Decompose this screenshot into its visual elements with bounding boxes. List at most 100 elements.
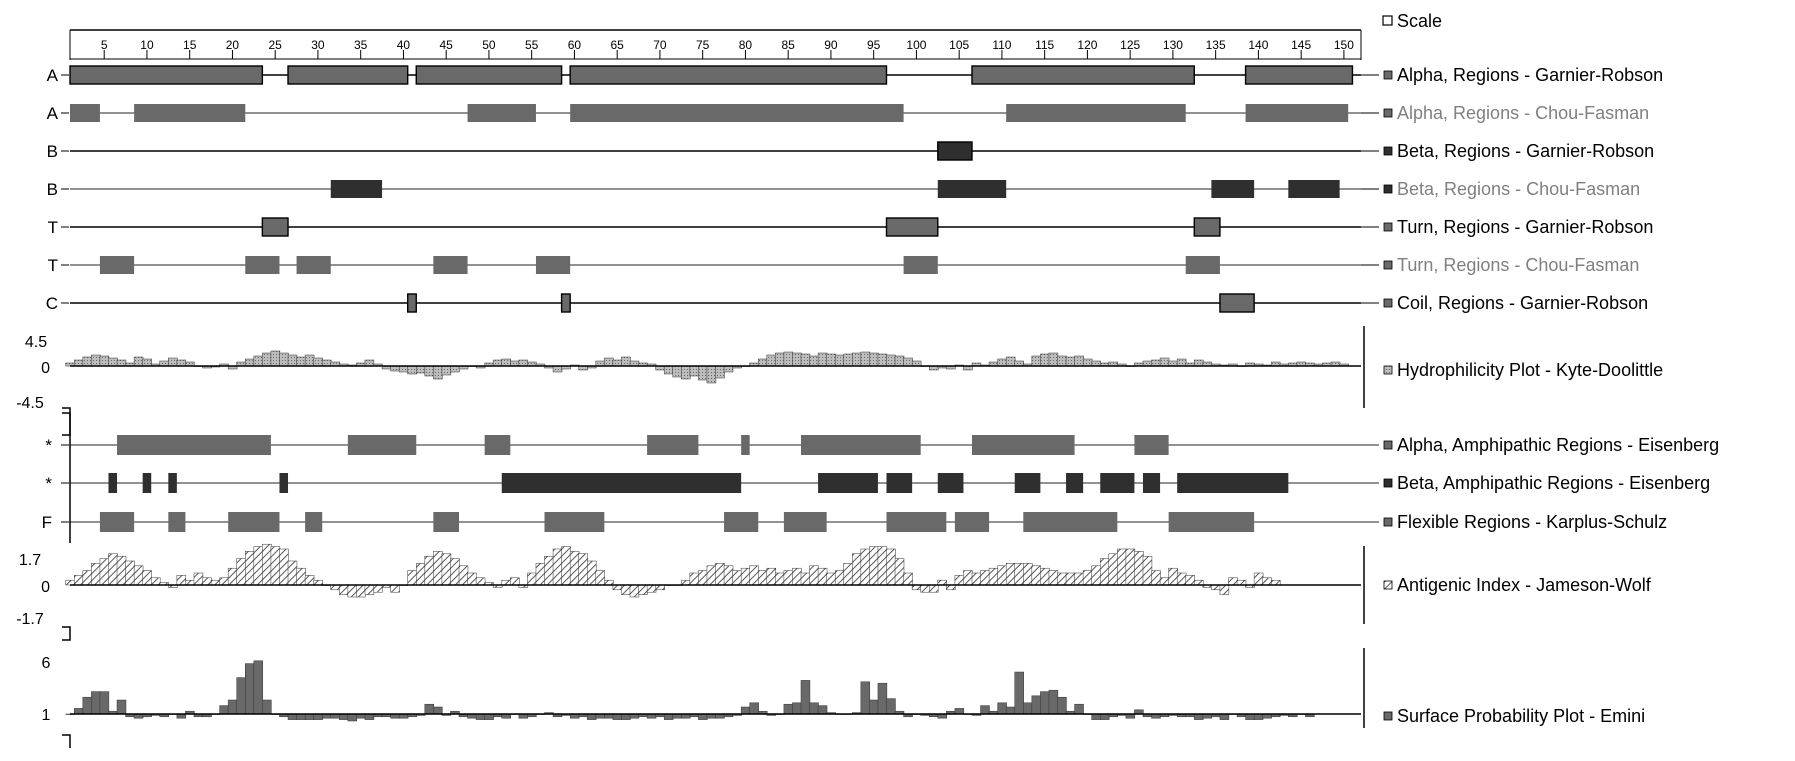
plot-bar [304,575,315,586]
plot-bar [433,706,443,715]
plot-bar [313,713,323,720]
plot-bar [253,660,264,715]
plot-bar [364,713,375,720]
plot-bar [492,359,503,367]
plot-bar [792,567,802,586]
plot-bar [390,584,400,593]
plot-bar [869,546,879,586]
legend-scale-swatch [1382,15,1393,26]
plot-bar [843,353,853,367]
axis-tick-label: 110 [992,38,1011,52]
plot-bar [800,572,811,586]
plot-bar [723,565,734,586]
plot-bar [886,698,896,715]
legend-scale-label: Scale [1397,11,1442,31]
legend-swatch [1383,70,1393,80]
plot-bar [176,575,187,586]
region-track: C Coil, Regions - Garnier-Robson [46,293,1648,313]
legend-label: Beta, Amphipathic Regions - Eisenberg [1397,473,1710,493]
plot-bar [963,570,973,586]
track-letter: A [47,104,59,123]
region-bar [885,217,939,237]
plot-bar [886,548,896,586]
plot-bar [587,713,597,720]
plot-bar [74,708,84,715]
plot-bar [1031,695,1042,715]
plot-bar [544,555,554,586]
legend-label: Surface Probability Plot - Emini [1397,706,1645,726]
track-letter: B [47,180,58,199]
plot-bar [792,702,802,715]
plot-bar [928,584,939,593]
plot-bar [142,358,152,367]
plot-bar [783,703,794,715]
plot-bar [843,563,853,586]
plot-bar [125,560,135,586]
track-letter: * [45,436,52,455]
plot-bar [219,705,229,715]
plot-bar [1108,553,1118,586]
plot-bar [501,358,511,367]
axis-tick-label: 130 [1163,38,1183,52]
axis-tick-label: 80 [739,38,753,52]
plot-bar [1031,355,1042,367]
plot-bar [364,359,375,367]
region-bar [347,435,417,455]
axis-tick-label: 65 [610,38,624,52]
axis-tick-label: 85 [781,38,795,52]
plot-bar [766,354,776,367]
axis-tick-label: 140 [1248,38,1268,52]
region-bar [501,473,742,493]
plot-bar [569,551,580,586]
axis-tick-label: 50 [482,38,496,52]
region-bar [971,65,1195,85]
plot-bar [903,572,913,586]
amphipathic-track: * Alpha, Amphipathic Regions - Eisenberg [45,435,1719,455]
plot-bar [595,570,606,586]
track-letter: A [47,66,59,85]
plot-bar [450,558,460,586]
axis-tick-label: 25 [269,38,283,52]
plot-bar [321,359,332,367]
plot-bar [279,352,289,367]
region-bar [261,217,289,237]
plot-bar [1074,703,1084,715]
plot-bar [424,703,435,715]
region-bar [741,435,750,455]
plot-bar [817,567,828,586]
plot-bar [1082,570,1093,586]
region-bar [168,512,186,532]
plot-bar [757,358,768,367]
plot-bar [236,558,246,586]
plot-bar [612,713,623,720]
plot-bar [82,356,93,367]
region-bar [142,473,152,493]
plot-bar [168,357,178,367]
plot-bar [800,353,811,367]
plot-bar [416,563,426,586]
plot-bar [826,353,836,367]
plot-bar [441,365,452,376]
plot-bar [604,357,614,367]
plot-bar [852,352,862,367]
plot-bar [860,548,871,586]
region-bar [70,104,100,122]
plot-bar [715,365,725,379]
plot-bar [142,570,152,586]
region-bar [99,256,135,274]
region-bar [279,473,289,493]
region-bar [1066,473,1084,493]
plot-bar [91,354,101,367]
region-bar [134,104,246,122]
plot-bar [997,358,1007,367]
region-bar [818,473,878,493]
plot-bar [91,691,101,715]
legend-swatch [1383,108,1393,118]
region-track: B Beta, Regions - Chou-Fasman [47,179,1640,199]
plot-bar [1194,359,1204,367]
region-track: B Beta, Regions - Garnier-Robson [47,141,1654,161]
plot-bar [646,584,657,593]
x-axis-ruler: 5 10 15 20 25 30 35 40 45 50 55 60 65 70 75 80 85 90 95 100… [69,29,1362,60]
plot-bar [304,713,315,720]
